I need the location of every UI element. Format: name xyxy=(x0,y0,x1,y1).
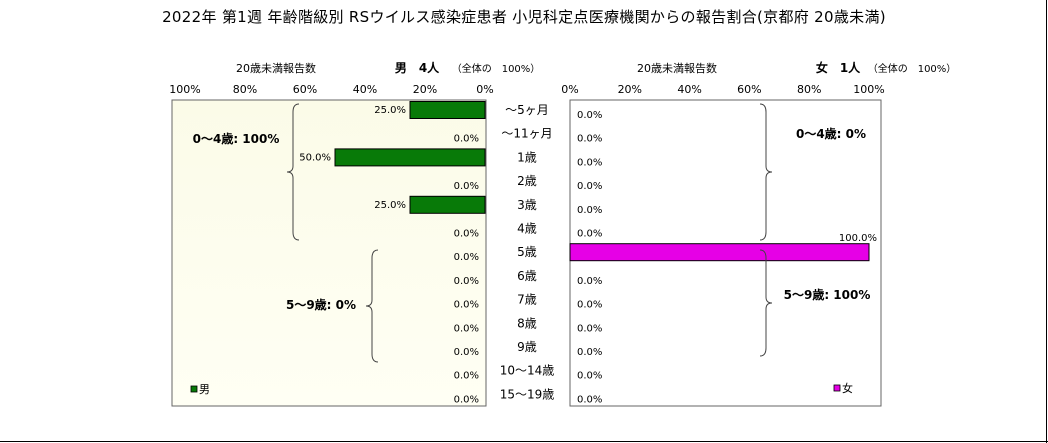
male-value-label: 0.0% xyxy=(454,134,479,145)
category-label: 1歳 xyxy=(517,150,537,164)
male-tick-label: 100% xyxy=(169,83,200,96)
category-label: 9歳 xyxy=(517,340,537,354)
male-tick-label: 0% xyxy=(476,83,493,96)
frame-right-edge xyxy=(1046,0,1047,443)
male-value-label: 0.0% xyxy=(454,323,479,334)
male-bar xyxy=(409,195,486,214)
female-tick-label: 20% xyxy=(618,83,642,96)
male-value-label: 0.0% xyxy=(454,394,479,405)
female-annotation-0-4: 0〜4歳: 0% xyxy=(796,126,866,141)
female-value-label: 0.0% xyxy=(577,205,602,216)
frame-bottom-edge xyxy=(0,441,1048,442)
male-bar xyxy=(409,101,486,119)
female-tick-label: 40% xyxy=(677,83,701,96)
female-value-label: 0.0% xyxy=(577,110,602,121)
female-value-label: 0.0% xyxy=(577,394,602,405)
male-legend-swatch xyxy=(190,385,198,393)
category-label: 15〜19歳 xyxy=(500,387,555,401)
male-value-label: 0.0% xyxy=(454,300,479,311)
category-label: 6歳 xyxy=(517,269,537,283)
female-value-label: 0.0% xyxy=(577,323,602,334)
male-subtitle-count: 男 4人 xyxy=(395,60,440,75)
category-label: 2歳 xyxy=(517,174,537,188)
female-subtitle-left: 20歳未満報告数 xyxy=(637,62,717,75)
category-label: 4歳 xyxy=(517,222,537,236)
female-tick-label: 60% xyxy=(737,83,761,96)
male-value-label: 0.0% xyxy=(454,276,479,287)
male-tick-label: 40% xyxy=(353,83,377,96)
category-label: 10〜14歳 xyxy=(500,364,555,378)
female-tick-label: 100% xyxy=(853,83,884,96)
female-annotation-5-9: 5〜9歳: 100% xyxy=(784,287,871,302)
female-brace-0-4 xyxy=(759,103,773,241)
male-tick-label: 20% xyxy=(413,83,437,96)
male-subtitle-left: 20歳未満報告数 xyxy=(236,62,316,75)
male-bar xyxy=(334,148,486,167)
female-legend-swatch xyxy=(833,384,841,392)
male-value-label: 25.0% xyxy=(374,105,406,116)
male-subtitle-note: （全体の 100%） xyxy=(452,62,541,75)
male-brace-5-9 xyxy=(365,249,379,363)
male-value-label: 0.0% xyxy=(454,229,479,240)
female-brace-5-9 xyxy=(759,249,773,357)
male-value-label: 0.0% xyxy=(454,371,479,382)
female-value-label: 0.0% xyxy=(577,347,602,358)
female-subtitle-note: （全体の 100%） xyxy=(868,62,957,75)
female-value-label: 0.0% xyxy=(577,276,602,287)
male-brace-0-4 xyxy=(286,103,300,241)
male-legend-label: 男 xyxy=(199,383,210,396)
category-label: 7歳 xyxy=(517,293,537,307)
male-tick-label: 80% xyxy=(233,83,257,96)
female-tick-label: 0% xyxy=(561,83,578,96)
female-value-label: 0.0% xyxy=(577,371,602,382)
male-value-label: 0.0% xyxy=(454,252,479,263)
male-value-label: 0.0% xyxy=(454,181,479,192)
male-tick-label: 60% xyxy=(293,83,317,96)
chart-title: 2022年 第1週 年齢階級別 RSウイルス感染症患者 小児科定点医療機関からの… xyxy=(162,8,886,26)
female-value-label: 0.0% xyxy=(577,157,602,168)
female-value-label: 100.0% xyxy=(839,233,877,244)
female-value-label: 0.0% xyxy=(577,181,602,192)
male-value-label: 0.0% xyxy=(454,347,479,358)
male-value-label: 25.0% xyxy=(374,200,406,211)
category-label: 〜5ヶ月 xyxy=(505,103,549,117)
category-label: 8歳 xyxy=(517,316,537,330)
female-legend-label: 女 xyxy=(842,381,853,395)
category-label: 〜11ヶ月 xyxy=(501,127,552,141)
category-label: 3歳 xyxy=(517,198,537,212)
female-tick-label: 80% xyxy=(797,83,821,96)
female-value-label: 0.0% xyxy=(577,134,602,145)
category-label: 5歳 xyxy=(517,245,537,259)
male-value-label: 50.0% xyxy=(299,152,331,163)
male-annotation-5-9: 5〜9歳: 0% xyxy=(286,297,356,312)
male-annotation-0-4: 0〜4歳: 100% xyxy=(193,131,280,146)
female-value-label: 0.0% xyxy=(577,229,602,240)
female-subtitle-count: 女 1人 xyxy=(816,60,861,75)
female-bar xyxy=(569,243,870,262)
female-value-label: 0.0% xyxy=(577,300,602,311)
